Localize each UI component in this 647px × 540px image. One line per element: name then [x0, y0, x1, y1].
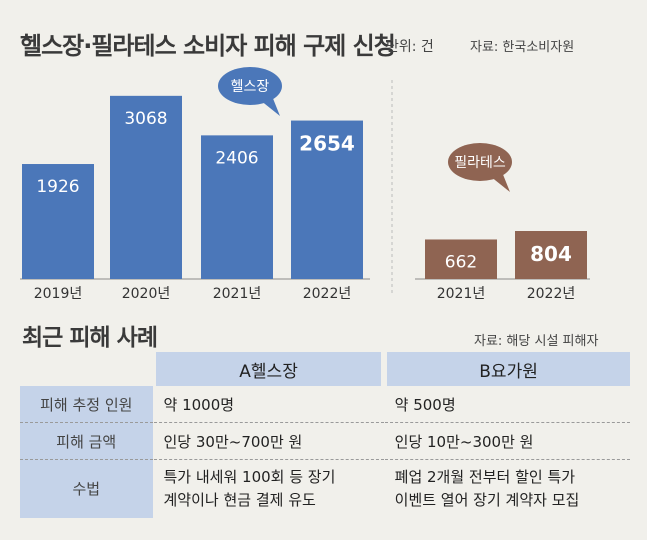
bar-value-label: 2406	[215, 148, 258, 168]
bar	[515, 231, 587, 279]
column-header-a: A헬스장	[149, 352, 385, 386]
cases-table: A헬스장 B요가원 피해 추정 인원 약 1000명 약 500명 피해 금액 …	[20, 352, 630, 518]
bar-chart: 1926 2019년 3068 2020년 2406 2021년 2654 2022년 헬스장 6…	[20, 67, 590, 302]
table-row: 피해 추정 인원 약 1000명 약 500명	[20, 386, 630, 423]
cell-b: 폐업 2개월 전부터 할인 특가 이벤트 열어 장기 계약자 모집	[383, 459, 630, 518]
cell-b: 인당 10만~300만 원	[383, 422, 630, 460]
x-tick-label: 2019년	[34, 286, 83, 302]
bar-value-label: 1926	[36, 177, 79, 197]
bar-value-label: 3068	[124, 109, 167, 129]
speech-bubble-tail	[260, 96, 280, 116]
speech-bubble	[448, 143, 512, 181]
column-header-b: B요가원	[381, 352, 630, 386]
x-tick-label: 2022년	[527, 286, 576, 302]
x-tick-label: 2021년	[213, 286, 262, 302]
x-tick-label: 2021년	[437, 286, 486, 302]
chart-source: 자료: 한국소비자원	[470, 40, 575, 55]
speech-bubble-tail	[490, 172, 510, 192]
table-row: 수법 특가 내세워 100회 등 장기 계약이나 현금 결제 유도 폐업 2개월…	[20, 459, 630, 518]
speech-bubble	[218, 67, 282, 105]
chart-title: 헬스장·필라테스 소비자 피해 구제 신청	[20, 32, 396, 60]
bar-value-label: 662	[445, 252, 477, 272]
row-label: 피해 추정 인원	[20, 386, 153, 423]
cases-title: 최근 피해 사례	[22, 325, 158, 351]
bar	[110, 95, 182, 280]
cell-a: 특가 내세워 100회 등 장기 계약이나 현금 결제 유도	[152, 459, 385, 518]
table-row: 피해 금액 인당 30만~700만 원 인당 10만~300만 원	[20, 422, 630, 460]
cell-line: 특가 내세워 100회 등 장기	[163, 468, 336, 486]
unit-label: 단위: 건	[386, 39, 434, 55]
header-corner	[20, 352, 153, 386]
cases-header-row: A헬스장 B요가원	[20, 352, 630, 386]
cell-a: 인당 30만~700만 원	[152, 422, 385, 460]
bar	[22, 164, 94, 279]
bar-value-label: 2654	[299, 132, 355, 156]
series-name-label: 필라테스	[454, 155, 506, 171]
bar	[291, 120, 363, 279]
row-label: 피해 금액	[20, 422, 153, 460]
cell-b: 약 500명	[383, 386, 630, 423]
cell-line: 계약이나 현금 결제 유도	[163, 491, 316, 509]
row-label: 수법	[20, 459, 153, 518]
x-tick-label: 2020년	[122, 286, 171, 302]
bar-value-label: 804	[530, 242, 572, 266]
x-tick-label: 2022년	[303, 286, 352, 302]
cases-source: 자료: 해당 시설 피해자	[474, 334, 599, 349]
cell-line: 폐업 2개월 전부터 할인 특가	[394, 468, 576, 486]
cell-line: 이벤트 열어 장기 계약자 모집	[394, 491, 580, 509]
series-name-label: 헬스장	[231, 79, 270, 95]
bar	[425, 239, 497, 279]
bar	[201, 135, 273, 279]
cell-a: 약 1000명	[152, 386, 385, 423]
